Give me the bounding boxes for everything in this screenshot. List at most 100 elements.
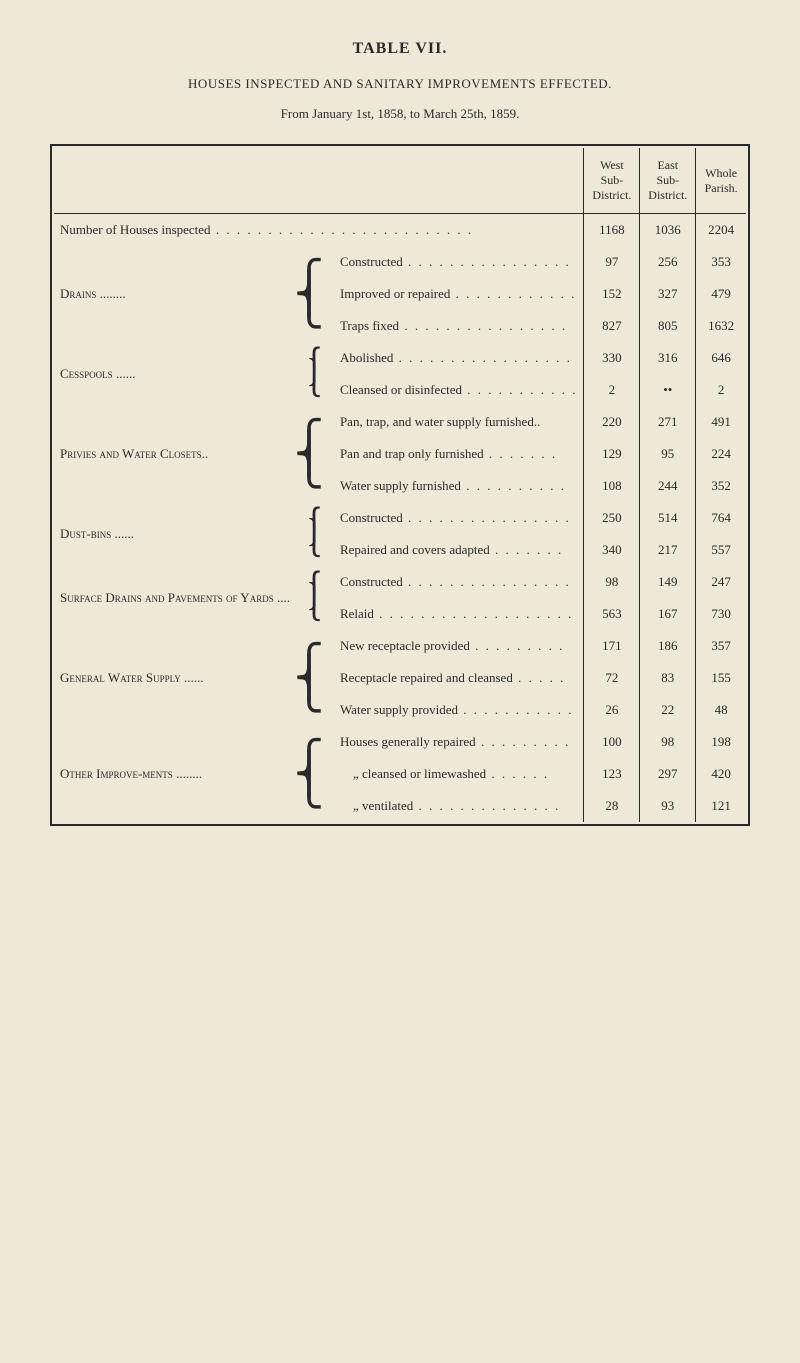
cell-east: 805 bbox=[640, 310, 696, 342]
cell-west: 340 bbox=[584, 534, 640, 566]
cell-west: 1168 bbox=[584, 214, 640, 247]
table-row: General Water Supply ...... ⎧⎨⎩ New rece… bbox=[54, 630, 746, 662]
col-header-whole: Whole Parish. bbox=[696, 148, 746, 214]
col-header-west: West Sub-District. bbox=[584, 148, 640, 214]
cell-west: 26 bbox=[584, 694, 640, 726]
row-label: Water supply provided . . . . . . . . . … bbox=[334, 694, 584, 726]
cell-whole: 2204 bbox=[696, 214, 746, 247]
cell-west: 220 bbox=[584, 406, 640, 438]
group-label-general-water: General Water Supply ...... bbox=[54, 630, 294, 726]
group-label-other: Other Improve-ments ........ bbox=[54, 726, 294, 822]
cell-east: 256 bbox=[640, 246, 696, 278]
table-row: Cesspools ...... ⎰⎱ Abolished . . . . . … bbox=[54, 342, 746, 374]
header-spacer bbox=[54, 148, 584, 214]
cell-east: •• bbox=[640, 374, 696, 406]
cell-whole: 1632 bbox=[696, 310, 746, 342]
cell-west: 2 bbox=[584, 374, 640, 406]
cell-whole: 247 bbox=[696, 566, 746, 598]
cell-whole: 730 bbox=[696, 598, 746, 630]
cell-west: 28 bbox=[584, 790, 640, 822]
cell-west: 129 bbox=[584, 438, 640, 470]
cell-whole: 479 bbox=[696, 278, 746, 310]
row-label: Water supply furnished . . . . . . . . .… bbox=[334, 470, 584, 502]
cell-west: 330 bbox=[584, 342, 640, 374]
header-row: West Sub-District. East Sub-District. Wh… bbox=[54, 148, 746, 214]
cell-whole: 420 bbox=[696, 758, 746, 790]
table-row: Drains ........ ⎧⎨⎩ Constructed . . . . … bbox=[54, 246, 746, 278]
cell-whole: 224 bbox=[696, 438, 746, 470]
group-label-surface: Surface Drains and Pavements of Yards ..… bbox=[54, 566, 294, 630]
cell-east: 271 bbox=[640, 406, 696, 438]
row-label: Constructed . . . . . . . . . . . . . . … bbox=[334, 502, 584, 534]
cell-east: 98 bbox=[640, 726, 696, 758]
row-label: „ ventilated . . . . . . . . . . . . . . bbox=[334, 790, 584, 822]
cell-whole: 353 bbox=[696, 246, 746, 278]
row-label: Number of Houses inspected . . . . . . .… bbox=[54, 214, 584, 247]
cell-east: 297 bbox=[640, 758, 696, 790]
group-label-drains: Drains ........ bbox=[54, 246, 294, 342]
row-label: „ cleansed or limewashed . . . . . . bbox=[334, 758, 584, 790]
brace-icon: ⎰⎱ bbox=[294, 342, 334, 406]
cell-west: 152 bbox=[584, 278, 640, 310]
cell-whole: 2 bbox=[696, 374, 746, 406]
row-label: Pan, trap, and water supply furnished.. bbox=[334, 406, 584, 438]
row-label: Constructed . . . . . . . . . . . . . . … bbox=[334, 566, 584, 598]
cell-east: 1036 bbox=[640, 214, 696, 247]
cell-east: 83 bbox=[640, 662, 696, 694]
cell-west: 98 bbox=[584, 566, 640, 598]
cell-whole: 352 bbox=[696, 470, 746, 502]
table-subtitle: HOUSES INSPECTED AND SANITARY IMPROVEMEN… bbox=[50, 76, 750, 92]
group-label-privies: Privies and Water Closets.. bbox=[54, 406, 294, 502]
row-label: Cleansed or disinfected . . . . . . . . … bbox=[334, 374, 584, 406]
data-table: West Sub-District. East Sub-District. Wh… bbox=[54, 148, 746, 822]
row-label: Receptacle repaired and cleansed . . . .… bbox=[334, 662, 584, 694]
row-label: Constructed . . . . . . . . . . . . . . … bbox=[334, 246, 584, 278]
cell-west: 108 bbox=[584, 470, 640, 502]
table-title: TABLE VII. bbox=[50, 40, 750, 58]
cell-whole: 646 bbox=[696, 342, 746, 374]
cell-east: 149 bbox=[640, 566, 696, 598]
cell-whole: 121 bbox=[696, 790, 746, 822]
brace-icon: ⎧⎨⎩ bbox=[294, 246, 334, 342]
cell-whole: 491 bbox=[696, 406, 746, 438]
cell-west: 250 bbox=[584, 502, 640, 534]
cell-west: 827 bbox=[584, 310, 640, 342]
cell-east: 22 bbox=[640, 694, 696, 726]
cell-east: 327 bbox=[640, 278, 696, 310]
cell-east: 95 bbox=[640, 438, 696, 470]
cell-west: 72 bbox=[584, 662, 640, 694]
table-container: West Sub-District. East Sub-District. Wh… bbox=[50, 144, 750, 826]
brace-icon: ⎰⎱ bbox=[294, 502, 334, 566]
row-label: Abolished . . . . . . . . . . . . . . . … bbox=[334, 342, 584, 374]
row-label: Improved or repaired . . . . . . . . . .… bbox=[334, 278, 584, 310]
cell-whole: 357 bbox=[696, 630, 746, 662]
cell-west: 563 bbox=[584, 598, 640, 630]
cell-west: 100 bbox=[584, 726, 640, 758]
brace-icon: ⎰⎱ bbox=[294, 566, 334, 630]
row-label-text: Number of Houses inspected bbox=[60, 222, 211, 237]
row-label: Houses generally repaired . . . . . . . … bbox=[334, 726, 584, 758]
cell-east: 93 bbox=[640, 790, 696, 822]
cell-whole: 557 bbox=[696, 534, 746, 566]
cell-east: 167 bbox=[640, 598, 696, 630]
row-label: Relaid . . . . . . . . . . . . . . . . .… bbox=[334, 598, 584, 630]
group-label-cesspools: Cesspools ...... bbox=[54, 342, 294, 406]
cell-west: 171 bbox=[584, 630, 640, 662]
row-label: New receptacle provided . . . . . . . . … bbox=[334, 630, 584, 662]
table-row: Number of Houses inspected . . . . . . .… bbox=[54, 214, 746, 247]
cell-east: 514 bbox=[640, 502, 696, 534]
dot-leader: . . . . . . . . . . . . . . . . . . . . … bbox=[211, 222, 474, 237]
cell-east: 316 bbox=[640, 342, 696, 374]
cell-whole: 155 bbox=[696, 662, 746, 694]
cell-east: 244 bbox=[640, 470, 696, 502]
cell-west: 123 bbox=[584, 758, 640, 790]
table-row: Privies and Water Closets.. ⎧⎨⎩ Pan, tra… bbox=[54, 406, 746, 438]
table-row: Surface Drains and Pavements of Yards ..… bbox=[54, 566, 746, 598]
row-label: Pan and trap only furnished . . . . . . … bbox=[334, 438, 584, 470]
cell-west: 97 bbox=[584, 246, 640, 278]
group-label-dustbins: Dust-bins ...... bbox=[54, 502, 294, 566]
row-label: Repaired and covers adapted . . . . . . … bbox=[334, 534, 584, 566]
row-label: Traps fixed . . . . . . . . . . . . . . … bbox=[334, 310, 584, 342]
brace-icon: ⎧⎨⎩ bbox=[294, 726, 334, 822]
brace-icon: ⎧⎨⎩ bbox=[294, 630, 334, 726]
